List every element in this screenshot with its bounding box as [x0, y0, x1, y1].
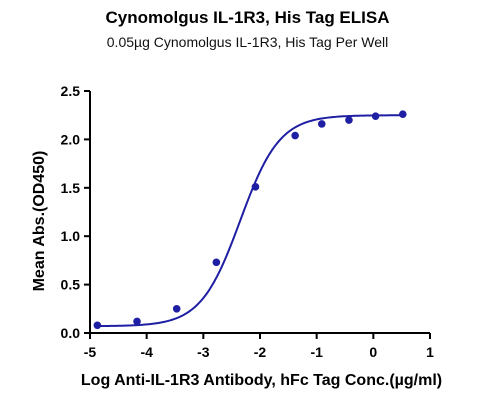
data-point	[133, 317, 141, 326]
data-point	[172, 305, 181, 313]
y-tick-label: 0.0	[61, 325, 81, 341]
data-point	[345, 116, 353, 124]
y-tick-label: 2.0	[61, 131, 81, 147]
data-points	[93, 110, 407, 330]
y-ticks: 0.0 0.5 1.0 1.5 2.0 2.5	[61, 83, 90, 341]
data-point	[291, 131, 299, 140]
x-tick-label: 1	[426, 344, 434, 360]
fit-curve	[97, 114, 403, 328]
x-tick-label: 0	[369, 344, 377, 360]
x-axis-label: Log Anti-IL-1R3 Antibody, hFc Tag Conc.(…	[80, 372, 443, 389]
data-point	[93, 321, 102, 330]
data-point	[212, 258, 221, 267]
data-point	[317, 120, 326, 128]
data-point	[399, 110, 407, 119]
x-tick-label: -2	[254, 344, 267, 360]
x-tick-label: -3	[197, 344, 210, 360]
y-tick-label: 2.5	[61, 83, 81, 99]
y-tick-label: 1.5	[61, 180, 81, 196]
x-tick-label: -4	[140, 344, 153, 360]
y-axis-label: Mean Abs.(OD450)	[31, 150, 48, 292]
chart-title: Cynomolgus IL-1R3, His Tag ELISA	[105, 8, 390, 27]
chart-subtitle: 0.05µg Cynomolgus IL-1R3, His Tag Per We…	[106, 34, 389, 50]
x-ticks: -5 -4 -3 -2 -1 0 1	[84, 333, 434, 360]
y-tick-label: 0.5	[61, 277, 81, 293]
x-tick-label: -1	[310, 344, 323, 360]
x-tick-label: -5	[84, 344, 97, 360]
data-point	[371, 112, 380, 120]
axes	[89, 91, 430, 334]
data-point	[251, 183, 260, 191]
y-tick-label: 1.0	[61, 228, 81, 244]
